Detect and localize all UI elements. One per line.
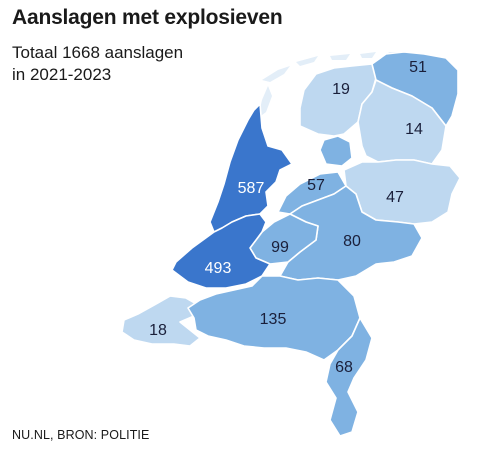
label-zeeland: 18	[149, 322, 167, 339]
province-zeeland[interactable]	[121, 295, 201, 347]
label-flevoland: 57	[307, 177, 325, 194]
label-zuid-holland: 493	[205, 260, 232, 277]
label-noord-holland: 587	[238, 180, 265, 197]
province-limburg[interactable]	[325, 317, 373, 437]
label-gelderland: 80	[343, 233, 361, 250]
label-overijssel: 47	[386, 189, 404, 206]
label-limburg: 68	[335, 359, 353, 376]
province-flevoland-north[interactable]	[319, 135, 353, 167]
map-title: Aanslagen met explosieven	[12, 6, 283, 29]
wadden-islands	[258, 52, 398, 118]
label-friesland: 19	[332, 81, 350, 98]
label-drenthe: 14	[405, 121, 423, 138]
map-subtitle: Totaal 1668 aanslagen in 2021-2023	[12, 42, 252, 86]
label-groningen: 51	[409, 59, 427, 76]
province-zuid-holland[interactable]	[171, 213, 271, 289]
subtitle-line-2: in 2021-2023	[12, 65, 112, 84]
source-credit: NU.NL, BRON: POLITIE	[12, 428, 150, 442]
province-noord-holland[interactable]	[209, 103, 293, 233]
subtitle-line-1: Totaal 1668 aanslagen	[12, 43, 184, 62]
label-utrecht: 99	[271, 239, 289, 256]
label-noord-brabant: 135	[260, 311, 287, 328]
